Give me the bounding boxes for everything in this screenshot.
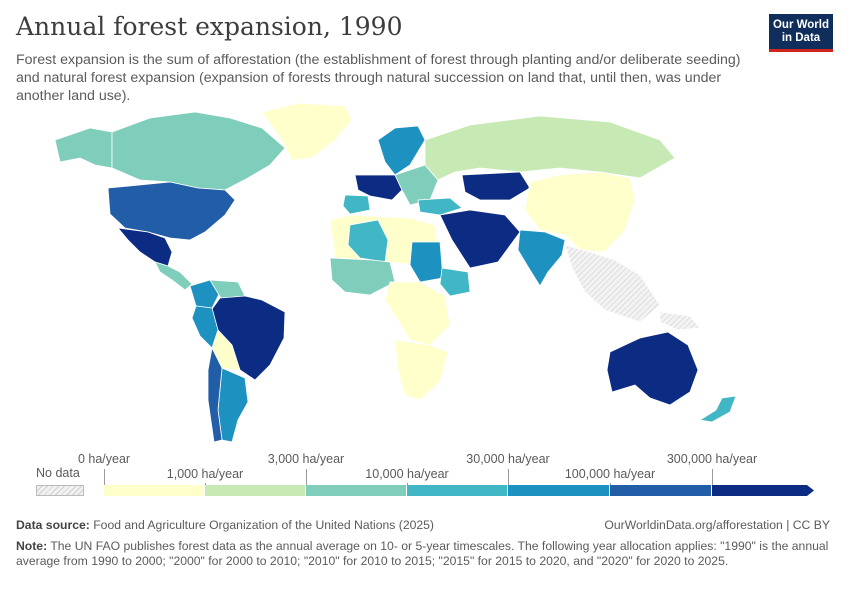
map-region-united-states[interactable] — [107, 181, 236, 241]
logo-line-1: Our World — [772, 19, 829, 31]
map-region-bolivia[interactable] — [211, 329, 241, 371]
legend-tick — [306, 469, 307, 485]
chart-subtitle: Forest expansion is the sum of afforesta… — [16, 52, 741, 104]
legend-no-data-label: No data — [36, 466, 80, 480]
logo-line-2: in Data — [781, 31, 821, 44]
map-region-central-america[interactable] — [154, 261, 193, 291]
map-region-middle-east[interactable] — [439, 209, 521, 269]
legend-no-data-swatch — [36, 485, 84, 496]
legend-tick — [610, 483, 611, 485]
legend-label-300000: 300,000 ha/year — [666, 452, 758, 466]
source-url-link[interactable]: OurWorldinData.org/afforestation | CC BY — [604, 518, 830, 532]
owid-logo[interactable]: Our World in Data — [769, 14, 833, 52]
map-region-spain[interactable] — [342, 194, 371, 215]
map-region-greenland[interactable] — [261, 102, 353, 161]
map-region-australia[interactable] — [606, 331, 699, 406]
legend-label-0: 0 ha/year — [77, 452, 131, 466]
map-region-russia[interactable] — [424, 115, 676, 181]
map-region-turkey[interactable] — [417, 197, 463, 216]
legend-swatch-2[interactable] — [205, 485, 306, 496]
map-region-chile[interactable] — [207, 347, 223, 443]
legend-label-100000: 100,000 ha/year — [564, 467, 656, 481]
map-region-papua — [659, 311, 701, 331]
world-map — [54, 102, 737, 443]
map-region-sudan[interactable] — [409, 241, 444, 283]
legend-swatch-6[interactable] — [610, 485, 712, 496]
note-text: The UN FAO publishes forest data as the … — [16, 539, 829, 568]
map-region-argentina[interactable] — [217, 367, 249, 443]
legend-swatch-4[interactable] — [407, 485, 508, 496]
legend-label-1000: 1,000 ha/year — [166, 467, 244, 481]
legend-swatch-3[interactable] — [306, 485, 407, 496]
map-region-kazakhstan[interactable] — [461, 171, 531, 201]
map-region-scandinavia[interactable] — [377, 125, 426, 176]
map-region-southern-africa[interactable] — [394, 339, 449, 401]
legend-tick — [104, 469, 105, 485]
map-region-ethiopia[interactable] — [439, 267, 471, 297]
legend-label-10000: 10,000 ha/year — [365, 467, 449, 481]
legend-label-3000: 3,000 ha/year — [267, 452, 345, 466]
map-region-colombia[interactable] — [189, 279, 221, 309]
source-label: Data source: — [16, 518, 90, 532]
legend-swatch-7[interactable] — [712, 485, 808, 496]
legend-swatch-5[interactable] — [508, 485, 610, 496]
chart-title: Annual forest expansion, 1990 — [16, 12, 403, 41]
map-region-new-zealand[interactable] — [699, 395, 737, 423]
legend-arrow-icon — [807, 485, 814, 496]
legend-tick — [508, 469, 509, 485]
source-text: Food and Agriculture Organization of the… — [93, 518, 434, 532]
map-region-west-africa[interactable] — [329, 257, 396, 296]
map-region-central-africa[interactable] — [384, 281, 451, 346]
map-region-china[interactable] — [524, 171, 636, 253]
map-region-southeast-asia[interactable] — [564, 244, 661, 323]
map-region-alaska[interactable] — [54, 127, 113, 169]
legend-tick — [712, 469, 713, 485]
legend-tick — [205, 483, 206, 485]
legend: No data 0 ha/year 3,000 ha/year 30,000 h… — [0, 445, 850, 505]
legend-tick — [407, 483, 408, 485]
note: Note: The UN FAO publishes forest data a… — [16, 539, 831, 569]
legend-arrow-shape — [807, 485, 814, 496]
map-region-canada[interactable] — [111, 111, 286, 191]
legend-label-30000: 30,000 ha/year — [466, 452, 550, 466]
data-source: Data source: Food and Agriculture Organi… — [16, 518, 434, 533]
map-region-india[interactable] — [517, 229, 566, 287]
legend-swatch-1[interactable] — [104, 485, 205, 496]
note-label: Note: — [16, 539, 48, 553]
